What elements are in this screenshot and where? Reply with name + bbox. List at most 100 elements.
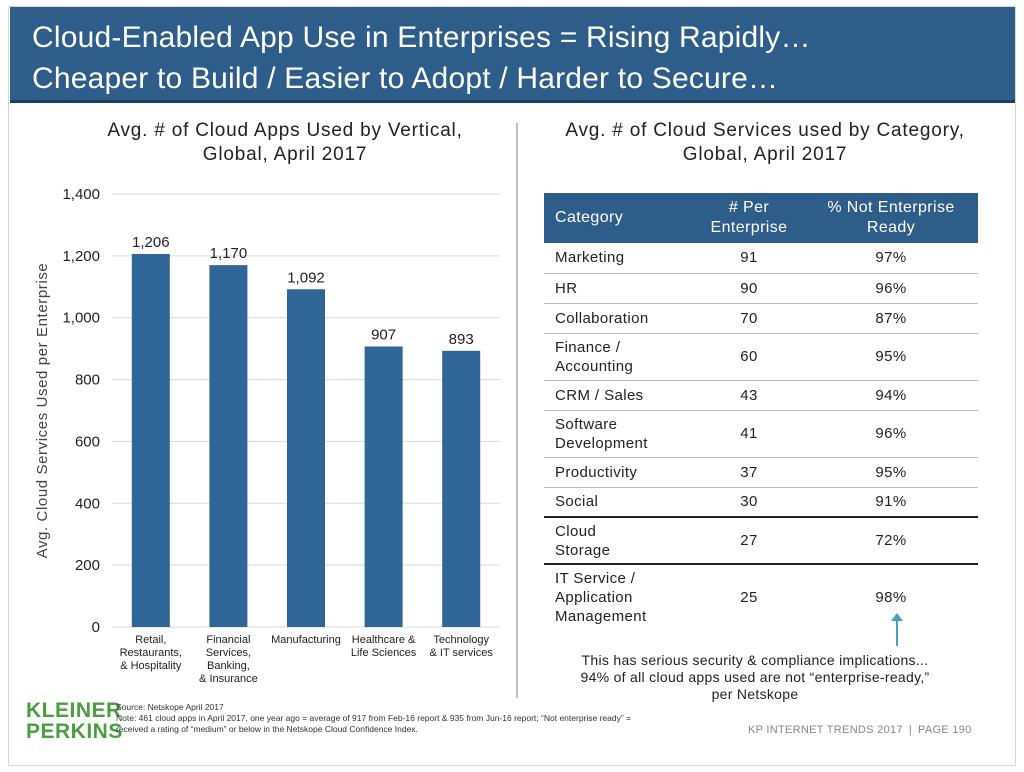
left-chart-title-line-2: Global, April 2017 <box>202 144 368 165</box>
security-note: This has serious security & compliance i… <box>545 652 965 703</box>
cell-category-line: Finance / <box>555 338 621 356</box>
security-note-line-3: per Netskope <box>711 686 799 702</box>
cell-per-enterprise: 70 <box>694 303 804 334</box>
x-tick-label: Retail, <box>135 634 166 646</box>
up-arrow-icon <box>891 613 903 646</box>
table-row: Finance / Accounting 60 95% <box>544 333 978 381</box>
logo-line-1: KLEINER <box>26 699 122 722</box>
table-header-row: Category # Per Enterprise % Not Enterpris… <box>544 193 978 243</box>
table-row: HR 90 96% <box>544 273 978 304</box>
cell-not-enterprise-ready: 96% <box>804 273 978 304</box>
x-tick-label: Life Sciences <box>351 647 417 659</box>
cell-category-line: Marketing <box>555 249 625 267</box>
header-not-enterprise-ready-line-1: % Not Enterprise <box>827 199 955 216</box>
cell-category: HR <box>544 273 694 304</box>
cell-category-line: Productivity <box>555 463 638 481</box>
cell-category-line: Cloud <box>555 522 597 540</box>
x-tick-label: Manufacturing <box>271 634 341 646</box>
cell-not-enterprise-ready: 95% <box>804 457 978 488</box>
y-tick-label: 1,000 <box>62 310 100 327</box>
bar-value-label: 1,206 <box>132 234 170 251</box>
bar-value-label: 907 <box>371 326 396 343</box>
cell-per-enterprise: 60 <box>694 333 804 381</box>
y-tick-label: 1,200 <box>62 248 100 265</box>
note-line-1: Note: 461 cloud apps in April 2017, one … <box>116 713 632 723</box>
table-row: IT Service / Application Management 25 98% <box>544 564 978 630</box>
table-row: CRM / Sales 43 94% <box>544 380 978 411</box>
header-title-line-1: Cloud-Enabled App Use in Enterprises = R… <box>32 21 811 54</box>
bar <box>209 265 248 627</box>
bar-value-label: 1,092 <box>287 269 325 286</box>
cell-category: CRM / Sales <box>544 380 694 411</box>
kleiner-perkins-logo: KLEINER PERKINS <box>26 700 123 742</box>
table-row: Software Development 41 96% <box>544 410 978 458</box>
table-row: Productivity 37 95% <box>544 457 978 488</box>
bar <box>442 350 481 627</box>
x-tick-label: Banking, <box>207 660 250 672</box>
table-row: Collaboration 70 87% <box>544 303 978 334</box>
cell-per-enterprise: 30 <box>694 487 804 518</box>
y-tick-label: 600 <box>75 433 100 450</box>
logo-line-2: PERKINS <box>26 720 123 743</box>
cell-category-line: Collaboration <box>555 309 649 327</box>
footer-separator: | <box>908 724 913 736</box>
cell-per-enterprise: 37 <box>694 457 804 488</box>
bar-chart: 0 200 400 600 800 1,000 1,200 1,400 Avg. Cloud S… <box>34 186 500 685</box>
cell-not-enterprise-ready: 94% <box>804 380 978 411</box>
y-tick-label: 0 <box>92 619 100 636</box>
cell-per-enterprise: 27 <box>694 517 804 565</box>
x-tick-label: Healthcare & <box>352 634 416 646</box>
cell-not-enterprise-ready: 96% <box>804 410 978 458</box>
cell-not-enterprise-ready: 72% <box>804 517 978 565</box>
table-row: Marketing 91 97% <box>544 243 978 274</box>
table-row: Social 30 91% <box>544 487 978 518</box>
bar-value-label: 1,170 <box>210 245 248 262</box>
cell-category-line: Management <box>555 608 647 625</box>
bar-value-label: 893 <box>449 331 474 348</box>
footer-report-name: KP INTERNET TRENDS 2017 <box>748 724 903 736</box>
cell-category-line: Software <box>555 415 618 433</box>
cell-not-enterprise-ready: 97% <box>804 243 978 274</box>
left-chart-title-line-1: Avg. # of Cloud Apps Used by Vertical, <box>107 120 463 141</box>
source-line: Source: Netskope April 2017 <box>116 702 224 712</box>
cell-category: Productivity <box>544 457 694 488</box>
right-table-title-line-1: Avg. # of Cloud Services used by Categor… <box>565 120 965 141</box>
cell-category: Collaboration <box>544 303 694 334</box>
cell-category-line: IT Service / <box>555 570 636 587</box>
section-divider <box>516 123 518 698</box>
cell-category-line: HR <box>555 279 578 297</box>
cell-category-line: Social <box>555 493 599 511</box>
cell-per-enterprise: 41 <box>694 410 804 458</box>
header-per-enterprise: # Per Enterprise <box>694 193 804 243</box>
y-tick-label: 200 <box>75 557 100 574</box>
cell-not-enterprise-ready: 98% <box>875 589 907 606</box>
y-tick-label: 800 <box>75 372 100 389</box>
cell-not-enterprise-ready: 95% <box>804 333 978 381</box>
cell-category: IT Service / Application Management <box>544 564 694 630</box>
x-tick-label: & IT services <box>430 647 494 659</box>
cell-category-line: Application <box>555 589 633 606</box>
x-tick-label: & Hospitality <box>120 660 182 672</box>
slide-header: Cloud-Enabled App Use in Enterprises = R… <box>10 7 1015 103</box>
cell-category: Cloud Storage <box>544 517 694 565</box>
right-table-title: Avg. # of Cloud Services used by Categor… <box>525 119 1005 167</box>
cell-category: Marketing <box>544 243 694 274</box>
cell-category: Finance / Accounting <box>544 333 694 381</box>
left-chart-title: Avg. # of Cloud Apps Used by Vertical, G… <box>40 119 530 167</box>
cell-category: Software Development <box>544 410 694 458</box>
note-line-2: received a rating of “medium” or below i… <box>116 724 418 734</box>
page-footer: KP INTERNET TRENDS 2017 | PAGE 190 <box>748 724 972 736</box>
y-axis-label: Avg. Cloud Services Used per Enterprise <box>34 263 51 559</box>
x-tick-label: Services, <box>206 647 251 659</box>
header-not-enterprise-ready-line-2: Ready <box>866 219 916 236</box>
x-tick-label: Financial <box>206 634 250 646</box>
header-per-enterprise-line-2: Enterprise <box>710 219 788 236</box>
x-tick-label: Technology <box>433 634 489 646</box>
header-per-enterprise-line-1: # Per <box>728 199 770 216</box>
cell-not-enterprise-ready: 91% <box>804 487 978 518</box>
cell-category-line: Accounting <box>555 357 634 375</box>
bar <box>131 254 170 627</box>
cell-category-line: Storage <box>555 541 611 559</box>
right-table-title-line-2: Global, April 2017 <box>682 144 848 165</box>
cell-category-line: Development <box>555 434 648 452</box>
